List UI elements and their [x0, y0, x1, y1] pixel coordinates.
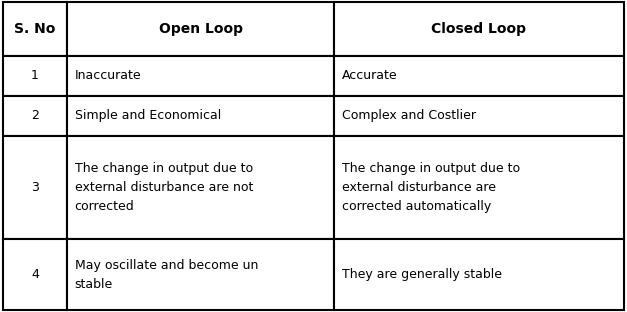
Text: Inaccurate: Inaccurate	[75, 69, 141, 82]
Bar	[334, 2, 624, 56]
Bar	[67, 2, 334, 56]
Text: The change in output due to
external disturbance are not
corrected: The change in output due to external dis…	[75, 162, 253, 213]
Bar	[67, 136, 334, 239]
Bar	[334, 239, 624, 310]
Text: 2: 2	[31, 110, 39, 122]
Text: 1: 1	[31, 69, 39, 82]
Text: S. No: S. No	[14, 22, 56, 36]
Text: Open Loop: Open Loop	[159, 22, 243, 36]
Bar	[67, 239, 334, 310]
Bar	[3, 2, 67, 56]
Text: Complex and Costlier: Complex and Costlier	[342, 110, 475, 122]
Text: The change in output due to
external disturbance are
corrected automatically: The change in output due to external dis…	[342, 162, 520, 213]
Bar	[334, 96, 624, 136]
Text: Accurate: Accurate	[342, 69, 397, 82]
Bar	[334, 56, 624, 96]
Text: May oscillate and become un
stable: May oscillate and become un stable	[75, 259, 258, 291]
Text: Closed Loop: Closed Loop	[431, 22, 527, 36]
Text: They are generally stable: They are generally stable	[342, 268, 502, 281]
Bar	[334, 136, 624, 239]
Bar	[67, 96, 334, 136]
Text: Simple and Economical: Simple and Economical	[75, 110, 221, 122]
Bar	[3, 136, 67, 239]
Text: 4: 4	[31, 268, 39, 281]
Bar	[3, 96, 67, 136]
Bar	[3, 56, 67, 96]
Bar	[67, 56, 334, 96]
Bar	[3, 239, 67, 310]
Text: 3: 3	[31, 181, 39, 194]
